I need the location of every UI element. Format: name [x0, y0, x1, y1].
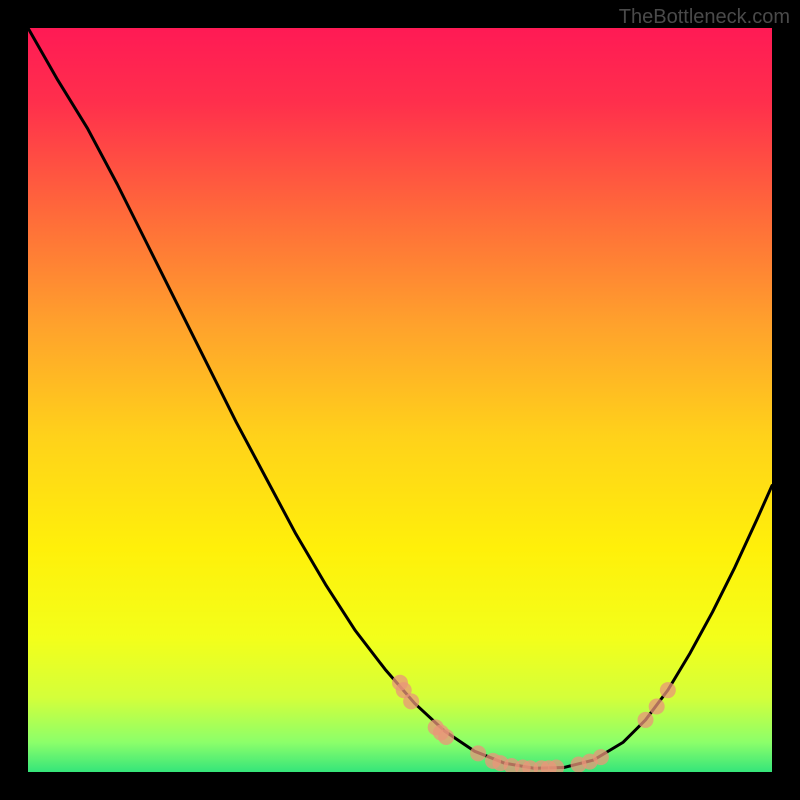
- marker-point: [403, 693, 419, 709]
- watermark-text: TheBottleneck.com: [619, 6, 790, 29]
- marker-point: [660, 682, 676, 698]
- marker-point: [649, 699, 665, 715]
- plot-area: [28, 28, 772, 772]
- marker-point: [470, 745, 486, 761]
- marker-point: [593, 749, 609, 765]
- markers-group: [392, 675, 676, 772]
- marker-point: [438, 729, 454, 745]
- markers-layer: [28, 28, 772, 772]
- marker-point: [638, 712, 654, 728]
